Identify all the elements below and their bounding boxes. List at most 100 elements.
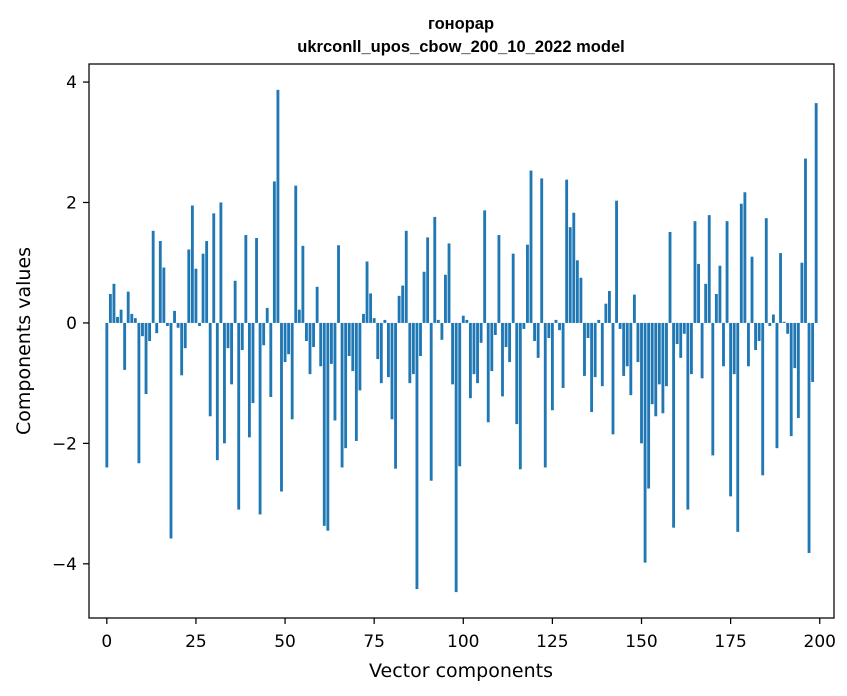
- bar-117: [522, 322, 526, 329]
- y-axis-ticks: −4 −2 0 2 4: [52, 73, 89, 575]
- bar-119: [529, 170, 533, 323]
- bar-43: [258, 322, 262, 515]
- x-tick-label: 125: [536, 632, 568, 652]
- bar-24: [190, 205, 194, 323]
- bar-131: [572, 212, 576, 323]
- bar-47: [272, 181, 276, 323]
- x-tick-label: 150: [625, 632, 657, 652]
- bar-164: [689, 322, 693, 375]
- bar-17: [166, 322, 169, 326]
- bar-33: [223, 322, 226, 444]
- bar-146: [625, 322, 629, 367]
- bar-184: [761, 322, 765, 476]
- bar-27: [201, 253, 205, 323]
- bar-31: [215, 322, 219, 461]
- bar-53: [294, 185, 298, 323]
- bar-2: [112, 283, 116, 323]
- bar-77: [379, 322, 383, 384]
- bar-183: [757, 322, 761, 341]
- bar-38: [240, 322, 244, 351]
- bar-177: [736, 322, 740, 532]
- bar-128: [561, 322, 565, 388]
- bar-45: [265, 307, 269, 323]
- bar-108: [490, 322, 494, 372]
- bar-191: [786, 322, 790, 334]
- bar-84: [404, 230, 408, 323]
- bar-140: [604, 303, 608, 323]
- bar-155: [657, 322, 661, 385]
- bar-138: [597, 319, 601, 323]
- bar-167: [700, 322, 704, 379]
- bar-136: [590, 322, 594, 413]
- bar-161: [679, 322, 683, 358]
- bar-197: [807, 322, 811, 553]
- bar-124: [547, 322, 551, 338]
- bar-111: [501, 322, 504, 397]
- bar-179: [743, 192, 747, 323]
- bar-135: [586, 322, 590, 338]
- bar-114: [511, 253, 515, 323]
- bar-64: [333, 322, 337, 421]
- bar-18: [169, 322, 173, 539]
- bar-39: [244, 235, 248, 323]
- x-tick-label: 200: [804, 632, 836, 652]
- chart-subtitle: ukrconll_upos_cbow_200_10_2022 model: [297, 38, 624, 56]
- bar-22: [183, 322, 187, 349]
- bar-154: [654, 322, 658, 417]
- bar-20: [176, 322, 180, 328]
- bar-178: [739, 203, 743, 323]
- bar-121: [536, 322, 540, 358]
- bar-73: [365, 261, 369, 323]
- bar-171: [714, 294, 718, 323]
- bar-198: [811, 322, 815, 382]
- x-tick-label: 100: [447, 632, 479, 652]
- bar-51: [287, 322, 291, 355]
- bar-35: [230, 322, 234, 385]
- bar-52: [290, 322, 294, 420]
- bar-137: [593, 322, 597, 378]
- bar-85: [408, 322, 412, 384]
- bar-143: [615, 200, 618, 323]
- bar-25: [194, 268, 198, 323]
- bar-126: [554, 319, 558, 323]
- bar-120: [533, 322, 536, 341]
- bar-157: [665, 322, 668, 387]
- bar-65: [337, 245, 340, 323]
- bar-190: [782, 321, 786, 323]
- bar-142: [611, 322, 615, 435]
- bar-83: [401, 285, 405, 323]
- bar-125: [550, 322, 554, 411]
- bar-62: [326, 322, 330, 531]
- bar-16: [162, 267, 166, 323]
- bar-104: [476, 322, 479, 384]
- bar-156: [661, 322, 665, 414]
- bar-87: [415, 322, 419, 590]
- bar-100: [461, 315, 465, 323]
- bar-7: [130, 313, 134, 323]
- bar-101: [465, 319, 469, 323]
- bars-group: [105, 89, 818, 593]
- bar-63: [329, 322, 333, 364]
- chart-title: гонорар: [428, 15, 494, 33]
- bar-54: [297, 309, 301, 323]
- bar-132: [575, 260, 579, 323]
- bar-86: [411, 322, 415, 375]
- bar-95: [444, 274, 447, 323]
- bar-76: [376, 322, 380, 360]
- bar-110: [497, 235, 501, 323]
- y-tick-label: 4: [66, 73, 77, 93]
- bar-75: [372, 318, 376, 323]
- bar-105: [479, 322, 483, 343]
- y-tick-label: −2: [52, 434, 77, 454]
- bar-106: [483, 210, 487, 323]
- bar-187: [771, 314, 775, 323]
- bar-133: [579, 277, 583, 323]
- bar-168: [704, 283, 708, 323]
- x-tick-label: 175: [714, 632, 746, 652]
- bar-192: [789, 322, 793, 437]
- bar-49: [280, 322, 283, 492]
- bar-118: [526, 244, 529, 323]
- bar-115: [515, 322, 519, 425]
- bar-141: [608, 291, 611, 323]
- bar-170: [711, 322, 715, 456]
